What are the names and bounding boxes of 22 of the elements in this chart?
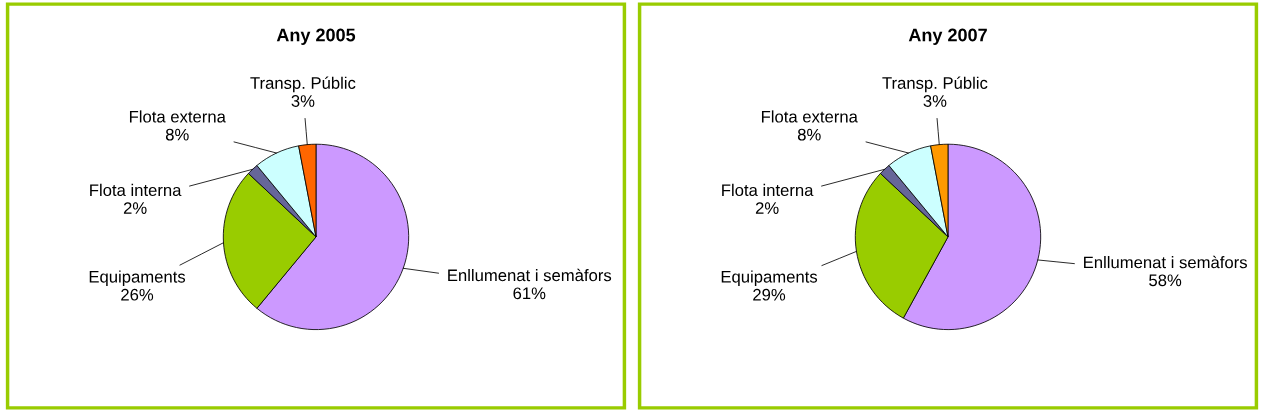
data-label: 2%: [123, 202, 147, 214]
chart-title: Any 2007: [908, 28, 987, 45]
slice-label: Equipaments: [721, 270, 818, 286]
data-label: 58%: [1149, 274, 1182, 287]
data-label: 26%: [121, 288, 154, 301]
slice-label: Enllumenat i semàfors: [448, 268, 612, 282]
data-label: 2%: [755, 202, 779, 214]
data-label: 8%: [165, 128, 189, 141]
data-label: 3%: [291, 95, 315, 107]
slice-label: Flota interna: [722, 183, 814, 197]
data-label: 61%: [513, 287, 546, 300]
data-label: 29%: [753, 288, 786, 301]
chart-title: Any 2005: [276, 28, 356, 45]
data-label: 3%: [923, 95, 947, 107]
slice-label: Flota externa: [129, 110, 226, 123]
slice-label: Transp. Públic: [882, 76, 988, 93]
data-label: 8%: [797, 128, 821, 141]
slice-label: Enllumenat i semàfors: [1084, 255, 1247, 269]
slice-label: Transp. Públic: [250, 76, 356, 93]
slice-label: Equipaments: [89, 270, 186, 286]
slice-label: Flota externa: [761, 110, 858, 123]
slice-label: Flota interna: [90, 183, 182, 197]
